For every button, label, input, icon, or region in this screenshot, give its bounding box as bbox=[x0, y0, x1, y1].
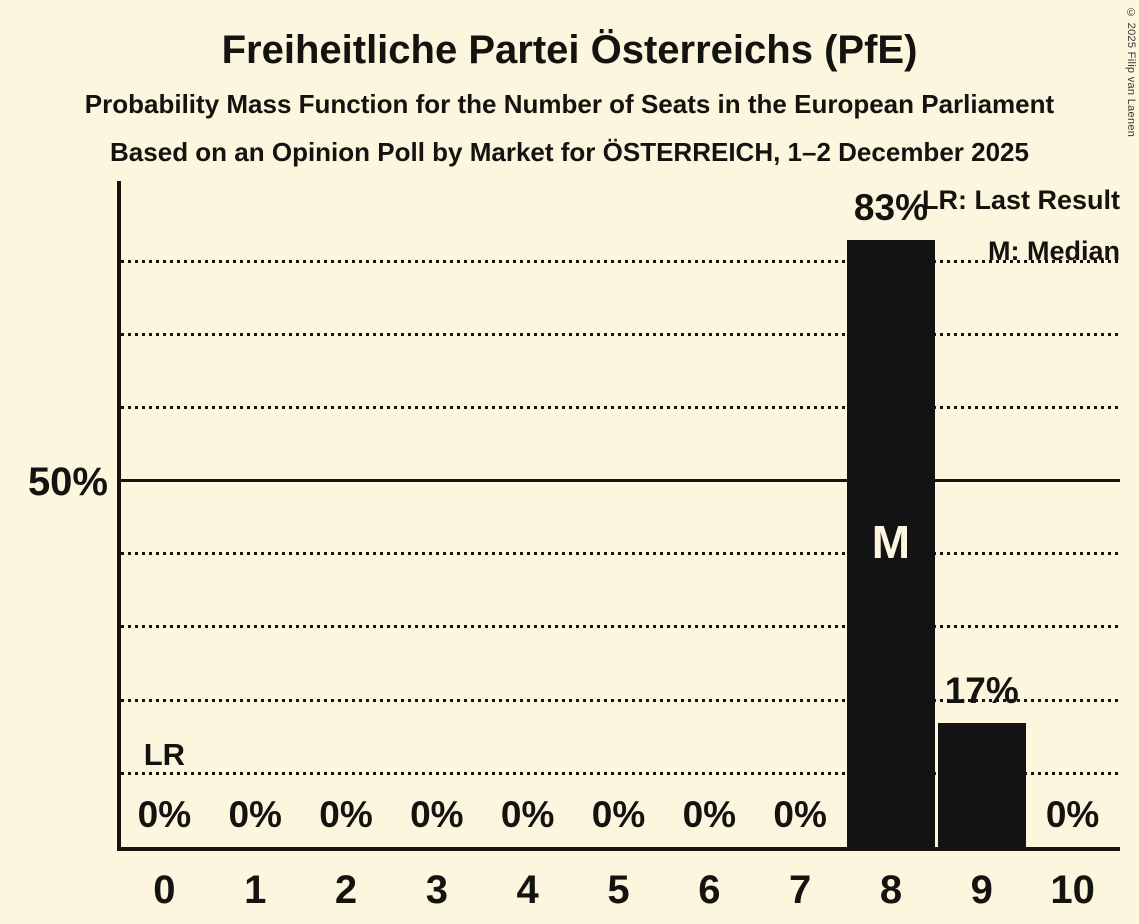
x-tick-5: 5 bbox=[607, 868, 630, 912]
value-label-seat-6: 0% bbox=[682, 794, 737, 835]
last-result-marker: LR bbox=[143, 736, 186, 772]
x-tick-10: 10 bbox=[1050, 868, 1095, 912]
bar-seat-8 bbox=[846, 239, 935, 847]
x-tick-2: 2 bbox=[334, 868, 358, 912]
y-axis-50-label: 50% bbox=[27, 460, 108, 504]
x-axis-tick-labels: 0 1 2 3 4 5 6 7 8 9 10 bbox=[121, 868, 1120, 912]
gridline-40pct bbox=[121, 552, 1120, 556]
gridline-30pct bbox=[121, 625, 1120, 629]
legend-last-result: LR: Last Result bbox=[921, 185, 1120, 215]
gridline-60pct bbox=[121, 405, 1120, 409]
chart-source-subtitle: Based on an Opinion Poll by Market for Ö… bbox=[110, 137, 1029, 167]
value-label-seat-8: 83% bbox=[853, 186, 928, 228]
value-label-seat-3: 0% bbox=[410, 794, 464, 835]
x-tick-9: 9 bbox=[970, 868, 993, 912]
x-tick-7: 7 bbox=[789, 868, 812, 912]
value-label-seat-5: 0% bbox=[591, 794, 646, 835]
x-tick-3: 3 bbox=[425, 868, 448, 912]
chart-subtitle: Probability Mass Function for the Number… bbox=[84, 89, 1055, 119]
plot-area: 50% 0% 0% 0% 0% 0% 0% 0% 0% 83% 17% 0% M LR bbox=[28, 181, 1120, 851]
median-marker: M bbox=[871, 516, 911, 568]
value-label-seat-0: 0% bbox=[137, 794, 192, 835]
gridline-10pct bbox=[121, 771, 1120, 775]
gridline-solid-50pct bbox=[121, 479, 1120, 483]
bar-seat-9 bbox=[937, 722, 1026, 847]
x-tick-6: 6 bbox=[698, 868, 721, 912]
x-tick-0: 0 bbox=[153, 868, 176, 912]
chart-legend: LR: Last Result M: Median bbox=[922, 185, 1120, 267]
value-label-seat-2: 0% bbox=[319, 794, 373, 835]
value-label-seat-9: 17% bbox=[944, 669, 1019, 711]
x-tick-1: 1 bbox=[244, 868, 267, 912]
value-label-seat-10: 0% bbox=[1045, 794, 1100, 835]
gridline-80pct bbox=[121, 259, 1120, 263]
x-tick-8: 8 bbox=[879, 868, 903, 912]
chart-title: Freiheitliche Partei Österreichs (PfE) bbox=[221, 28, 918, 72]
value-label-seat-7: 0% bbox=[773, 794, 827, 835]
gridline-20pct bbox=[121, 698, 1120, 702]
copyright-notice: © 2025 Filip van Laenen bbox=[1125, 7, 1137, 138]
gridline-70pct bbox=[121, 332, 1120, 336]
x-tick-4: 4 bbox=[516, 868, 539, 912]
value-label-seat-1: 0% bbox=[228, 794, 282, 835]
value-label-seat-4: 0% bbox=[500, 794, 555, 835]
